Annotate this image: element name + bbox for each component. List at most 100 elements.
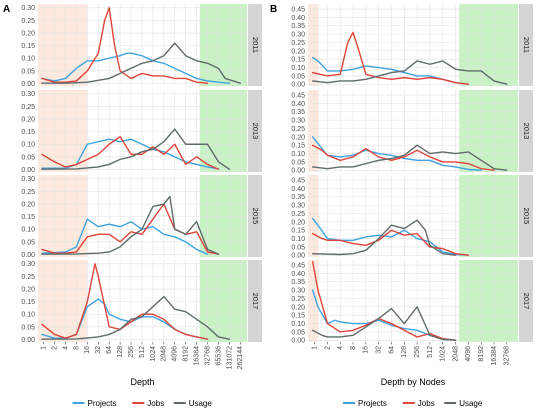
- facet-strip-label: 2017: [522, 293, 531, 310]
- x-tick-label: 2048: [161, 346, 168, 362]
- y-tick-label: 0.00: [291, 82, 305, 89]
- x-tick-label: 64: [388, 346, 395, 354]
- facet-strip: [519, 4, 533, 86]
- y-tick-label: 0.10: [21, 56, 35, 63]
- y-tick-label: 0.05: [21, 68, 35, 75]
- shaded-region-left: [308, 260, 319, 342]
- y-tick-label: 0.30: [291, 203, 305, 210]
- shaded-region-left: [308, 175, 319, 257]
- y-tick-label: 0.15: [21, 129, 35, 136]
- x-tick-label: 1: [311, 346, 318, 350]
- y-tick-label: 0.00: [21, 337, 35, 344]
- y-tick-label: 0.10: [21, 312, 35, 319]
- facet-strip-label: 2015: [251, 208, 260, 225]
- facet-strip: [248, 90, 262, 172]
- x-tick-label: 32768: [504, 346, 511, 366]
- x-tick-label: 32768: [204, 346, 211, 366]
- y-tick-label: 0.15: [291, 57, 305, 64]
- y-tick-label: 0.05: [291, 73, 305, 80]
- y-tick-label: 0.25: [291, 211, 305, 218]
- y-tick-label: 0.25: [21, 18, 35, 25]
- x-tick-label: 16: [84, 346, 91, 354]
- shaded-region-left: [38, 260, 88, 342]
- y-tick-label: 0.20: [21, 30, 35, 37]
- y-tick-label: 0.20: [291, 48, 305, 55]
- y-tick-label: 0.35: [291, 23, 305, 30]
- x-tick-label: 32: [95, 346, 102, 354]
- series-line-usage: [311, 306, 457, 341]
- x-tick-label: 8: [73, 346, 80, 350]
- x-tick-label: 4: [62, 346, 69, 350]
- x-tick-label: 16384: [491, 346, 498, 366]
- x-tick-label: 4096: [465, 346, 472, 362]
- y-tick-label: 0.05: [291, 244, 305, 251]
- x-tick-label: 65536: [215, 346, 222, 366]
- y-tick-label: 0.40: [291, 186, 305, 193]
- x-tick-label: 256: [128, 346, 135, 358]
- y-tick-label: 0.15: [291, 143, 305, 150]
- series-line-jobs: [311, 229, 470, 256]
- x-axis-title: Depth by Nodes: [381, 377, 446, 387]
- series-line-usage: [41, 295, 231, 340]
- facet-strip: [248, 175, 262, 257]
- y-tick-label: 0.25: [21, 104, 35, 111]
- y-tick-label: 0.30: [291, 288, 305, 295]
- x-tick-label: 2: [51, 346, 58, 350]
- y-tick-label: 0.05: [291, 329, 305, 336]
- y-tick-label: 0.30: [291, 118, 305, 125]
- panel-letter-B: B: [270, 4, 277, 15]
- x-tick-label: 1: [40, 346, 47, 350]
- shaded-region-right: [199, 175, 247, 257]
- y-tick-label: 0.25: [21, 189, 35, 196]
- series-line-projects: [41, 52, 231, 84]
- panel-letter-A: A: [3, 4, 10, 15]
- y-tick-label: 0.00: [21, 81, 35, 88]
- facet-strip: [519, 90, 533, 172]
- facet-B-2013: 0.00 0.050.100.15 0.200.250.30 0.350.40 0.45…: [291, 90, 533, 175]
- facet-strip: [248, 260, 262, 342]
- y-tick-label: 0.35: [291, 279, 305, 286]
- x-tick-label: 64: [106, 346, 113, 354]
- y-tick-label: 0.30: [21, 176, 35, 183]
- y-tick-label: 0.10: [291, 236, 305, 243]
- x-tick-label: 512: [139, 346, 146, 358]
- x-axis-title: Depth: [130, 377, 154, 387]
- x-tick-label: 128: [117, 346, 124, 358]
- y-tick-label: 0.40: [291, 15, 305, 22]
- x-tick-label: 1024: [440, 346, 447, 362]
- facet-strip: [248, 4, 262, 86]
- shaded-region-left: [38, 4, 88, 86]
- x-tick-label: 16384: [193, 346, 200, 366]
- shaded-region-left: [38, 175, 88, 257]
- x-tick-label: 128: [401, 346, 408, 358]
- facet-strip-label: 2017: [251, 293, 260, 310]
- y-tick-label: 0.45: [291, 92, 305, 99]
- y-tick-label: 0.25: [291, 296, 305, 303]
- y-tick-label: 0.45: [291, 6, 305, 13]
- y-tick-label: 0.20: [21, 116, 35, 123]
- y-tick-label: 0.00: [291, 253, 305, 260]
- legend-A: Projects Jobs Usage: [72, 399, 212, 408]
- x-tick-label: 4: [337, 346, 344, 350]
- facet-strip-label: 2011: [522, 37, 531, 53]
- facet-strip-label: 2015: [522, 208, 531, 225]
- x-tick-label: 2048: [452, 346, 459, 362]
- series-line-jobs: [311, 144, 495, 171]
- y-tick-label: 0.30: [291, 32, 305, 39]
- x-tick-label: 2: [324, 346, 331, 350]
- y-tick-label: 0.10: [291, 321, 305, 328]
- facet-B-2011: 0.00 0.050.100.15 0.200.250.30 0.350.40 0.45…: [291, 4, 533, 89]
- x-tick-label: 262144: [237, 346, 244, 369]
- series-line-usage: [41, 195, 220, 255]
- x-tick-label: 131072: [226, 346, 233, 369]
- y-tick-label: 0.35: [291, 109, 305, 116]
- x-tick-label: 4096: [172, 346, 179, 362]
- facet-strip: [519, 175, 533, 257]
- y-tick-label: 0.30: [21, 5, 35, 12]
- y-tick-label: 0.10: [291, 151, 305, 158]
- y-tick-label: 0.00: [291, 338, 305, 345]
- y-tick-label: 0.25: [291, 126, 305, 133]
- y-tick-label: 0.40: [291, 101, 305, 108]
- series-line-projects: [311, 136, 482, 171]
- x-tick-label: 1024: [150, 346, 157, 362]
